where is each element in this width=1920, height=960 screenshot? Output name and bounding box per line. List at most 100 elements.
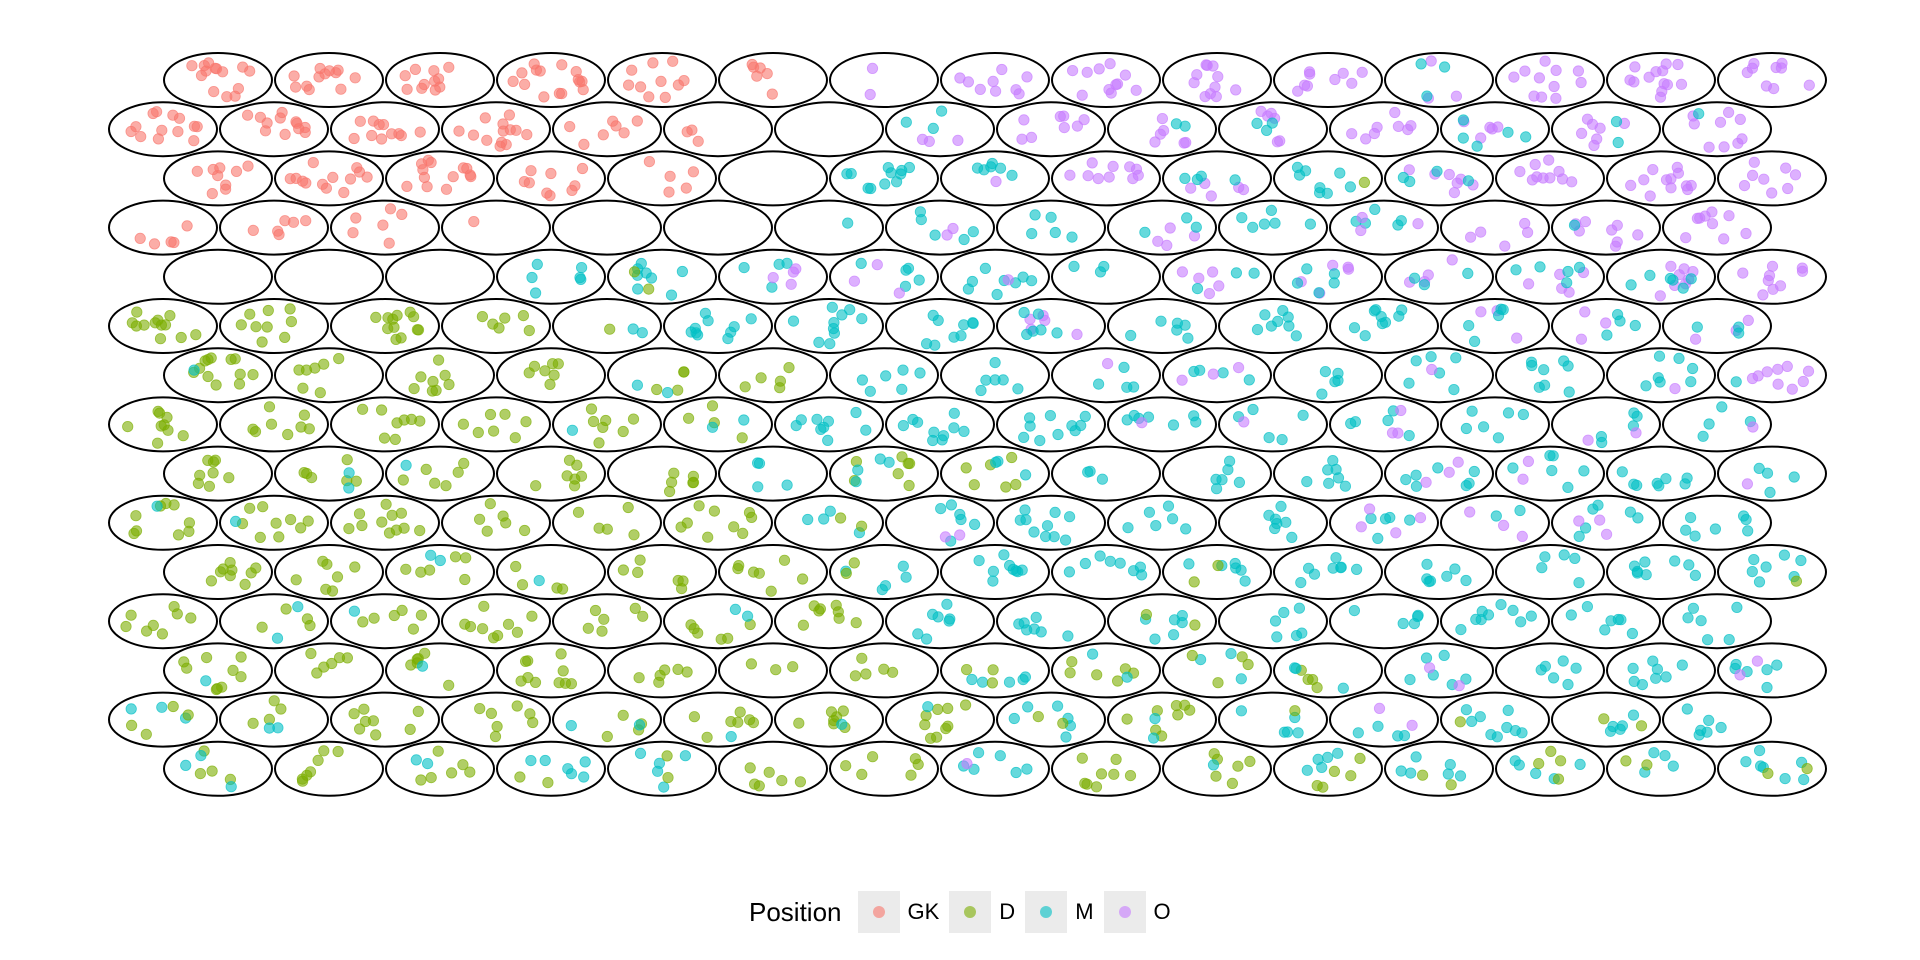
cell-13-0 — [108, 691, 218, 748]
point-m — [1012, 566, 1024, 578]
point-d — [458, 457, 470, 469]
point-m — [1400, 473, 1412, 486]
point-d — [457, 759, 469, 771]
point-o — [1647, 164, 1659, 176]
point-o — [1205, 190, 1217, 202]
point-d — [1140, 608, 1153, 621]
point-m — [1716, 401, 1728, 413]
point-d — [159, 319, 172, 331]
point-o — [1772, 363, 1784, 375]
point-m — [1188, 365, 1200, 378]
point-m — [1425, 351, 1437, 363]
point-gk — [273, 229, 285, 241]
cell-3-14 — [1662, 199, 1772, 256]
cell-3-1 — [219, 199, 329, 256]
point-o — [1104, 58, 1116, 70]
point-gk — [507, 75, 519, 88]
point-d — [1358, 176, 1371, 188]
point-o — [1780, 162, 1792, 174]
point-d — [514, 771, 526, 783]
cell-12-12 — [1495, 642, 1605, 699]
point-d — [693, 500, 705, 512]
point-m — [1167, 419, 1180, 431]
point-m — [1339, 480, 1352, 492]
point-o — [1158, 125, 1170, 137]
point-d — [511, 700, 523, 712]
cell-0-12 — [1495, 52, 1605, 108]
point-d — [284, 303, 296, 315]
point-o — [1346, 128, 1358, 140]
point-d — [349, 561, 361, 573]
point-d — [138, 319, 150, 331]
point-d — [175, 331, 187, 344]
point-d — [1186, 649, 1198, 662]
point-m — [1395, 215, 1407, 227]
point-m — [943, 615, 955, 627]
point-d — [1598, 713, 1610, 725]
legend-label-d: D — [999, 899, 1016, 924]
point-d — [732, 716, 744, 728]
point-d — [960, 663, 973, 676]
hex-grid-plot — [108, 52, 1827, 797]
point-gk — [172, 126, 184, 138]
cell-4-6 — [829, 248, 939, 305]
point-d — [745, 511, 758, 524]
point-o — [1781, 360, 1793, 372]
point-d — [663, 485, 676, 498]
point-d — [459, 618, 471, 630]
point-m — [1742, 525, 1754, 537]
point-m — [1251, 117, 1263, 130]
point-d — [600, 414, 612, 427]
point-gk — [130, 121, 142, 133]
point-m — [272, 722, 284, 734]
point-m — [1667, 760, 1679, 772]
point-m — [1328, 268, 1341, 280]
cell-14-4 — [607, 740, 717, 797]
cell-10-4 — [607, 544, 717, 600]
point-d — [834, 512, 847, 524]
point-d — [627, 413, 640, 425]
point-m — [836, 309, 848, 321]
point-d — [386, 509, 398, 521]
point-d — [247, 368, 259, 381]
point-o — [1594, 514, 1606, 526]
point-d — [544, 378, 556, 390]
point-m — [1507, 462, 1519, 474]
point-o — [1630, 427, 1642, 439]
point-m — [1359, 330, 1371, 342]
point-d — [229, 353, 241, 365]
point-o — [1193, 272, 1205, 284]
point-d — [1010, 478, 1022, 491]
point-m — [897, 419, 910, 432]
point-d — [1635, 720, 1648, 732]
point-m — [1673, 352, 1685, 364]
point-o — [1523, 278, 1535, 290]
point-d — [262, 304, 274, 317]
point-m — [790, 419, 802, 432]
point-o — [1484, 121, 1496, 134]
cell-8-8 — [1051, 445, 1161, 502]
point-m — [1351, 563, 1363, 576]
point-o — [1514, 166, 1526, 178]
point-m — [1370, 304, 1382, 316]
point-d — [855, 520, 868, 532]
point-m — [1557, 655, 1569, 667]
point-gk — [396, 208, 408, 220]
point-m — [1682, 612, 1694, 624]
cell-9-2 — [330, 494, 440, 551]
point-o — [1747, 421, 1759, 433]
point-o — [989, 85, 1002, 97]
point-m — [1624, 506, 1637, 518]
cell-14-11 — [1384, 740, 1494, 797]
point-gk — [659, 91, 671, 104]
point-m — [1470, 613, 1482, 626]
legend-item-o: O — [1103, 891, 1181, 933]
point-o — [864, 88, 876, 101]
point-o — [1395, 404, 1407, 417]
point-d — [1212, 559, 1224, 572]
cell-6-13 — [1606, 347, 1716, 404]
point-m — [1444, 758, 1456, 771]
point-o — [1465, 231, 1477, 243]
point-o — [1660, 174, 1673, 186]
point-d — [210, 379, 222, 391]
